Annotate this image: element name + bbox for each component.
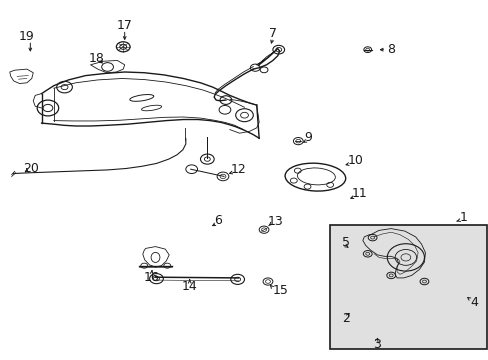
Text: 20: 20 xyxy=(23,162,39,175)
Text: 13: 13 xyxy=(267,215,283,228)
Text: 5: 5 xyxy=(342,237,349,249)
Text: 18: 18 xyxy=(89,52,104,65)
Bar xyxy=(329,225,486,349)
Text: 16: 16 xyxy=(143,271,159,284)
Text: 14: 14 xyxy=(182,280,197,293)
Text: 1: 1 xyxy=(459,211,467,224)
Text: 15: 15 xyxy=(272,284,288,297)
Text: 6: 6 xyxy=(214,214,222,227)
Text: 17: 17 xyxy=(117,19,132,32)
Text: 3: 3 xyxy=(372,338,380,351)
Text: 4: 4 xyxy=(469,296,477,309)
Text: 19: 19 xyxy=(19,30,34,42)
Text: 10: 10 xyxy=(346,154,362,167)
Text: 9: 9 xyxy=(304,131,311,144)
Text: 11: 11 xyxy=(351,187,367,200)
Text: 7: 7 xyxy=(268,27,276,40)
Text: 2: 2 xyxy=(342,312,349,325)
Text: 12: 12 xyxy=(230,163,246,176)
Text: 8: 8 xyxy=(386,43,394,56)
